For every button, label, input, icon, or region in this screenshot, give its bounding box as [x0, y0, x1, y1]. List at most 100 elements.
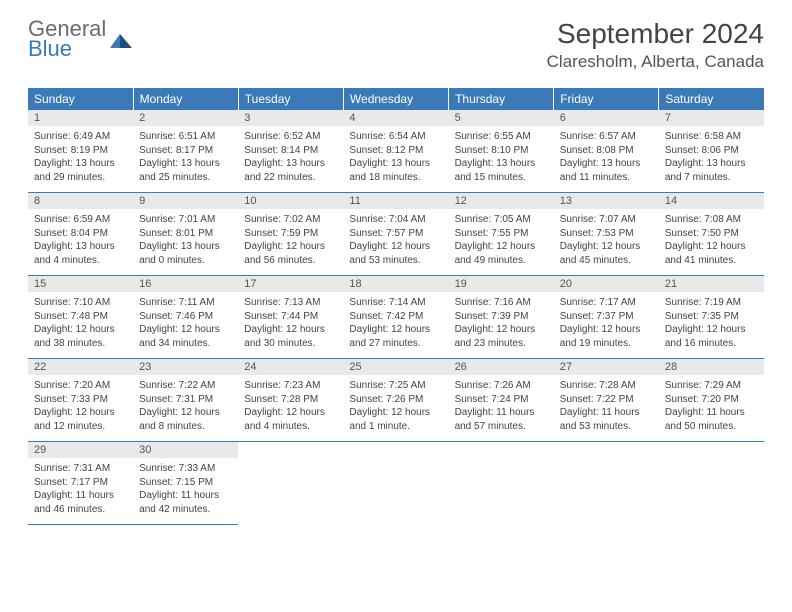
day-number: 25	[343, 359, 448, 375]
day-number: 26	[449, 359, 554, 375]
day-details: Sunrise: 6:57 AMSunset: 8:08 PMDaylight:…	[554, 126, 659, 192]
calendar-row: 1Sunrise: 6:49 AMSunset: 8:19 PMDaylight…	[28, 110, 764, 193]
day-number: 11	[343, 193, 448, 209]
day-number: 5	[449, 110, 554, 126]
calendar-row: 8Sunrise: 6:59 AMSunset: 8:04 PMDaylight…	[28, 193, 764, 276]
logo: General Blue	[28, 18, 134, 60]
day-number: 3	[238, 110, 343, 126]
calendar-cell: 2Sunrise: 6:51 AMSunset: 8:17 PMDaylight…	[133, 110, 238, 193]
calendar-cell: 10Sunrise: 7:02 AMSunset: 7:59 PMDayligh…	[238, 193, 343, 276]
calendar-cell: 19Sunrise: 7:16 AMSunset: 7:39 PMDayligh…	[449, 276, 554, 359]
weekday-header: Tuesday	[238, 88, 343, 110]
day-number: 8	[28, 193, 133, 209]
weekday-header: Thursday	[449, 88, 554, 110]
calendar-cell: 13Sunrise: 7:07 AMSunset: 7:53 PMDayligh…	[554, 193, 659, 276]
calendar-cell: 9Sunrise: 7:01 AMSunset: 8:01 PMDaylight…	[133, 193, 238, 276]
day-details: Sunrise: 7:11 AMSunset: 7:46 PMDaylight:…	[133, 292, 238, 358]
calendar-cell: 4Sunrise: 6:54 AMSunset: 8:12 PMDaylight…	[343, 110, 448, 193]
weekday-header: Sunday	[28, 88, 133, 110]
calendar-row: 22Sunrise: 7:20 AMSunset: 7:33 PMDayligh…	[28, 359, 764, 442]
day-details: Sunrise: 7:25 AMSunset: 7:26 PMDaylight:…	[343, 375, 448, 441]
day-number: 16	[133, 276, 238, 292]
day-details: Sunrise: 7:22 AMSunset: 7:31 PMDaylight:…	[133, 375, 238, 441]
weekday-header: Wednesday	[343, 88, 448, 110]
day-number: 7	[659, 110, 764, 126]
day-number: 21	[659, 276, 764, 292]
day-details: Sunrise: 7:10 AMSunset: 7:48 PMDaylight:…	[28, 292, 133, 358]
day-details: Sunrise: 7:31 AMSunset: 7:17 PMDaylight:…	[28, 458, 133, 524]
day-details: Sunrise: 7:20 AMSunset: 7:33 PMDaylight:…	[28, 375, 133, 441]
weekday-header: Saturday	[659, 88, 764, 110]
day-number: 15	[28, 276, 133, 292]
day-number: 30	[133, 442, 238, 458]
day-number: 4	[343, 110, 448, 126]
day-number: 9	[133, 193, 238, 209]
calendar-cell: 24Sunrise: 7:23 AMSunset: 7:28 PMDayligh…	[238, 359, 343, 442]
calendar-cell: 18Sunrise: 7:14 AMSunset: 7:42 PMDayligh…	[343, 276, 448, 359]
day-number: 14	[659, 193, 764, 209]
calendar-row: 29Sunrise: 7:31 AMSunset: 7:17 PMDayligh…	[28, 442, 764, 525]
calendar-cell: 15Sunrise: 7:10 AMSunset: 7:48 PMDayligh…	[28, 276, 133, 359]
calendar-cell	[659, 442, 764, 525]
calendar-cell: 8Sunrise: 6:59 AMSunset: 8:04 PMDaylight…	[28, 193, 133, 276]
calendar-body: 1Sunrise: 6:49 AMSunset: 8:19 PMDaylight…	[28, 110, 764, 525]
day-number: 19	[449, 276, 554, 292]
day-details: Sunrise: 7:16 AMSunset: 7:39 PMDaylight:…	[449, 292, 554, 358]
calendar-cell: 26Sunrise: 7:26 AMSunset: 7:24 PMDayligh…	[449, 359, 554, 442]
day-details: Sunrise: 7:04 AMSunset: 7:57 PMDaylight:…	[343, 209, 448, 275]
day-number: 13	[554, 193, 659, 209]
calendar-cell: 14Sunrise: 7:08 AMSunset: 7:50 PMDayligh…	[659, 193, 764, 276]
day-details: Sunrise: 6:52 AMSunset: 8:14 PMDaylight:…	[238, 126, 343, 192]
calendar-header-row: SundayMondayTuesdayWednesdayThursdayFrid…	[28, 88, 764, 110]
calendar-cell: 21Sunrise: 7:19 AMSunset: 7:35 PMDayligh…	[659, 276, 764, 359]
day-details: Sunrise: 6:54 AMSunset: 8:12 PMDaylight:…	[343, 126, 448, 192]
calendar-cell	[238, 442, 343, 525]
day-details: Sunrise: 7:02 AMSunset: 7:59 PMDaylight:…	[238, 209, 343, 275]
day-details: Sunrise: 7:13 AMSunset: 7:44 PMDaylight:…	[238, 292, 343, 358]
day-details: Sunrise: 7:05 AMSunset: 7:55 PMDaylight:…	[449, 209, 554, 275]
day-details: Sunrise: 7:26 AMSunset: 7:24 PMDaylight:…	[449, 375, 554, 441]
calendar-cell: 17Sunrise: 7:13 AMSunset: 7:44 PMDayligh…	[238, 276, 343, 359]
day-details: Sunrise: 6:51 AMSunset: 8:17 PMDaylight:…	[133, 126, 238, 192]
day-number: 10	[238, 193, 343, 209]
calendar-cell: 28Sunrise: 7:29 AMSunset: 7:20 PMDayligh…	[659, 359, 764, 442]
calendar-cell: 23Sunrise: 7:22 AMSunset: 7:31 PMDayligh…	[133, 359, 238, 442]
day-details: Sunrise: 6:49 AMSunset: 8:19 PMDaylight:…	[28, 126, 133, 192]
calendar-cell: 29Sunrise: 7:31 AMSunset: 7:17 PMDayligh…	[28, 442, 133, 525]
weekday-header: Monday	[133, 88, 238, 110]
calendar-cell	[449, 442, 554, 525]
logo-text: General Blue	[28, 18, 106, 60]
calendar-cell: 6Sunrise: 6:57 AMSunset: 8:08 PMDaylight…	[554, 110, 659, 193]
calendar-cell: 27Sunrise: 7:28 AMSunset: 7:22 PMDayligh…	[554, 359, 659, 442]
day-details: Sunrise: 6:59 AMSunset: 8:04 PMDaylight:…	[28, 209, 133, 275]
title-block: September 2024 Claresholm, Alberta, Cana…	[547, 18, 764, 72]
day-details: Sunrise: 7:28 AMSunset: 7:22 PMDaylight:…	[554, 375, 659, 441]
calendar-cell	[554, 442, 659, 525]
day-number: 29	[28, 442, 133, 458]
day-details: Sunrise: 6:58 AMSunset: 8:06 PMDaylight:…	[659, 126, 764, 192]
day-number: 17	[238, 276, 343, 292]
day-details: Sunrise: 7:01 AMSunset: 8:01 PMDaylight:…	[133, 209, 238, 275]
calendar-cell: 11Sunrise: 7:04 AMSunset: 7:57 PMDayligh…	[343, 193, 448, 276]
day-number: 20	[554, 276, 659, 292]
day-number: 12	[449, 193, 554, 209]
calendar-cell: 7Sunrise: 6:58 AMSunset: 8:06 PMDaylight…	[659, 110, 764, 193]
calendar-cell: 16Sunrise: 7:11 AMSunset: 7:46 PMDayligh…	[133, 276, 238, 359]
calendar-cell: 3Sunrise: 6:52 AMSunset: 8:14 PMDaylight…	[238, 110, 343, 193]
calendar-cell: 30Sunrise: 7:33 AMSunset: 7:15 PMDayligh…	[133, 442, 238, 525]
day-number: 22	[28, 359, 133, 375]
day-number: 23	[133, 359, 238, 375]
day-details: Sunrise: 7:19 AMSunset: 7:35 PMDaylight:…	[659, 292, 764, 358]
calendar-cell	[343, 442, 448, 525]
calendar-table: SundayMondayTuesdayWednesdayThursdayFrid…	[28, 88, 764, 525]
day-details: Sunrise: 7:17 AMSunset: 7:37 PMDaylight:…	[554, 292, 659, 358]
calendar-cell: 1Sunrise: 6:49 AMSunset: 8:19 PMDaylight…	[28, 110, 133, 193]
day-number: 28	[659, 359, 764, 375]
header: General Blue September 2024 Claresholm, …	[0, 0, 792, 80]
logo-line2: Blue	[28, 38, 106, 60]
day-details: Sunrise: 7:14 AMSunset: 7:42 PMDaylight:…	[343, 292, 448, 358]
calendar-cell: 22Sunrise: 7:20 AMSunset: 7:33 PMDayligh…	[28, 359, 133, 442]
day-details: Sunrise: 7:33 AMSunset: 7:15 PMDaylight:…	[133, 458, 238, 524]
day-number: 24	[238, 359, 343, 375]
day-number: 18	[343, 276, 448, 292]
